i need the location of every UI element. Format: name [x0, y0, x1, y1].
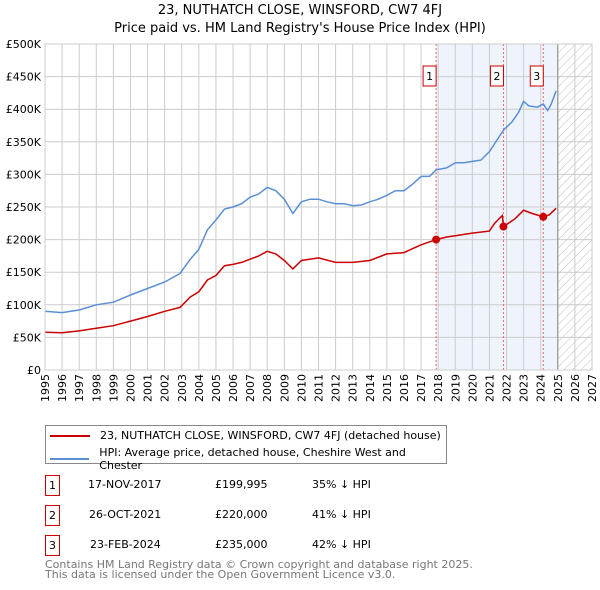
y-tick-label: £100K: [6, 299, 42, 312]
x-tick-label: 2016: [398, 374, 411, 402]
x-tick-label: 2019: [449, 374, 462, 402]
sale-date: 17-NOV-2017: [88, 478, 162, 491]
sale-date: 26-OCT-2021: [89, 508, 162, 521]
x-tick-label: 2010: [295, 374, 308, 402]
legend-swatch-red: [50, 434, 90, 437]
x-tick-label: 2015: [381, 374, 394, 402]
x-tick-label: 2006: [227, 374, 240, 402]
y-tick-label: £200K: [6, 234, 42, 247]
x-tick-label: 1997: [73, 374, 86, 402]
legend: 23, NUTHATCH CLOSE, WINSFORD, CW7 4FJ (d…: [45, 425, 447, 472]
x-tick-label: 2009: [278, 374, 291, 402]
sale-label: 2: [493, 70, 500, 83]
x-tick-label: 2025: [552, 374, 565, 402]
sale-row: 1 17-NOV-2017 £199,995 35% ↓ HPI: [45, 475, 465, 496]
sale-point: [432, 235, 441, 244]
chart-subtitle: Price paid vs. HM Land Registry's House …: [114, 21, 486, 36]
sale-marker-badge: 3: [45, 535, 60, 556]
sale-label-box: [489, 65, 504, 87]
footer: Contains HM Land Registry data © Crown c…: [45, 558, 473, 581]
x-tick-label: 2012: [330, 374, 343, 402]
x-tick-label: 1996: [56, 374, 69, 402]
x-tick-label: 2013: [347, 374, 360, 402]
sale-row: 2 26-OCT-2021 £220,000 41% ↓ HPI: [45, 505, 465, 526]
sale-date: 23-FEB-2024: [90, 538, 161, 551]
y-tick-label: £250K: [6, 201, 42, 214]
x-tick-label: 2021: [483, 374, 496, 402]
x-tick-label: 2017: [415, 374, 428, 402]
sale-hpi-diff: 42% ↓ HPI: [312, 538, 371, 551]
x-tick-label: 2003: [176, 374, 189, 402]
hpi-line: [44, 90, 557, 314]
legend-swatch-blue: [50, 458, 90, 460]
legend-item-property: 23, NUTHATCH CLOSE, WINSFORD, CW7 4FJ (d…: [50, 429, 441, 442]
x-tick-label: 1998: [90, 374, 103, 402]
x-tick-label: 1995: [39, 374, 52, 402]
sale-marker-badge: 2: [45, 505, 60, 526]
x-tick-label: 2007: [244, 374, 257, 402]
chart-title: 23, NUTHATCH CLOSE, WINSFORD, CW7 4FJ: [157, 3, 443, 18]
legend-item-hpi: HPI: Average price, detached house, Ches…: [50, 446, 446, 472]
y-tick-label: £400K: [6, 103, 42, 116]
price-paid-line: [44, 207, 557, 334]
sale-row: 3 23-FEB-2024 £235,000 42% ↓ HPI: [45, 535, 465, 556]
line-chart: 1995 1996 1997 1998 1999 2000 2001 2002 2003 2004…: [6, 38, 599, 402]
x-tick-label: 2022: [501, 374, 514, 402]
sale-price: £220,000: [215, 508, 268, 521]
sale-point: [499, 222, 508, 231]
x-tick-label: 2014: [364, 374, 377, 402]
x-tick-label: 2001: [142, 374, 155, 402]
x-tick-label: 2011: [313, 374, 326, 402]
x-tick-label: 2027: [586, 374, 599, 402]
x-tick-label: 2004: [193, 374, 206, 402]
legend-label: HPI: Average price, detached house, Ches…: [99, 446, 406, 472]
y-tick-label: £150K: [6, 266, 42, 279]
x-tick-label: 2000: [124, 374, 137, 402]
sale-label: 1: [426, 70, 433, 83]
sale-hpi-diff: 41% ↓ HPI: [312, 508, 371, 521]
x-tick-label: 2005: [210, 374, 223, 402]
y-tick-label: £300K: [6, 168, 42, 181]
y-tick-label: £0: [27, 364, 41, 377]
x-tick-label: 2002: [159, 374, 172, 402]
legend-label: 23, NUTHATCH CLOSE, WINSFORD, CW7 4FJ (d…: [100, 429, 441, 442]
sale-label-box: [529, 65, 544, 87]
sale-label-box: [422, 65, 437, 87]
sale-marker-badge: 1: [45, 475, 60, 496]
footer-copyright: Contains HM Land Registry data © Crown c…: [45, 558, 473, 571]
sale-price: £235,000: [215, 538, 268, 551]
sale-label: 3: [533, 70, 540, 83]
y-tick-label: £500K: [6, 38, 42, 51]
y-tick-label: £350K: [6, 136, 42, 149]
x-tick-label: 2020: [466, 374, 479, 402]
y-tick-label: £50K: [13, 331, 42, 344]
x-tick-label: 2018: [432, 374, 445, 402]
x-tick-label: 1999: [107, 374, 120, 402]
y-tick-label: £450K: [6, 71, 42, 84]
x-tick-label: 2026: [569, 374, 582, 402]
sale-point: [539, 212, 548, 221]
sale-price: £199,995: [215, 478, 268, 491]
footer-licence: This data is licensed under the Open Gov…: [45, 568, 396, 581]
x-tick-label: 2024: [535, 374, 548, 402]
plot-border: [44, 43, 593, 371]
x-tick-label: 2008: [261, 374, 274, 402]
x-tick-label: 2023: [518, 374, 531, 402]
sale-hpi-diff: 35% ↓ HPI: [312, 478, 371, 491]
